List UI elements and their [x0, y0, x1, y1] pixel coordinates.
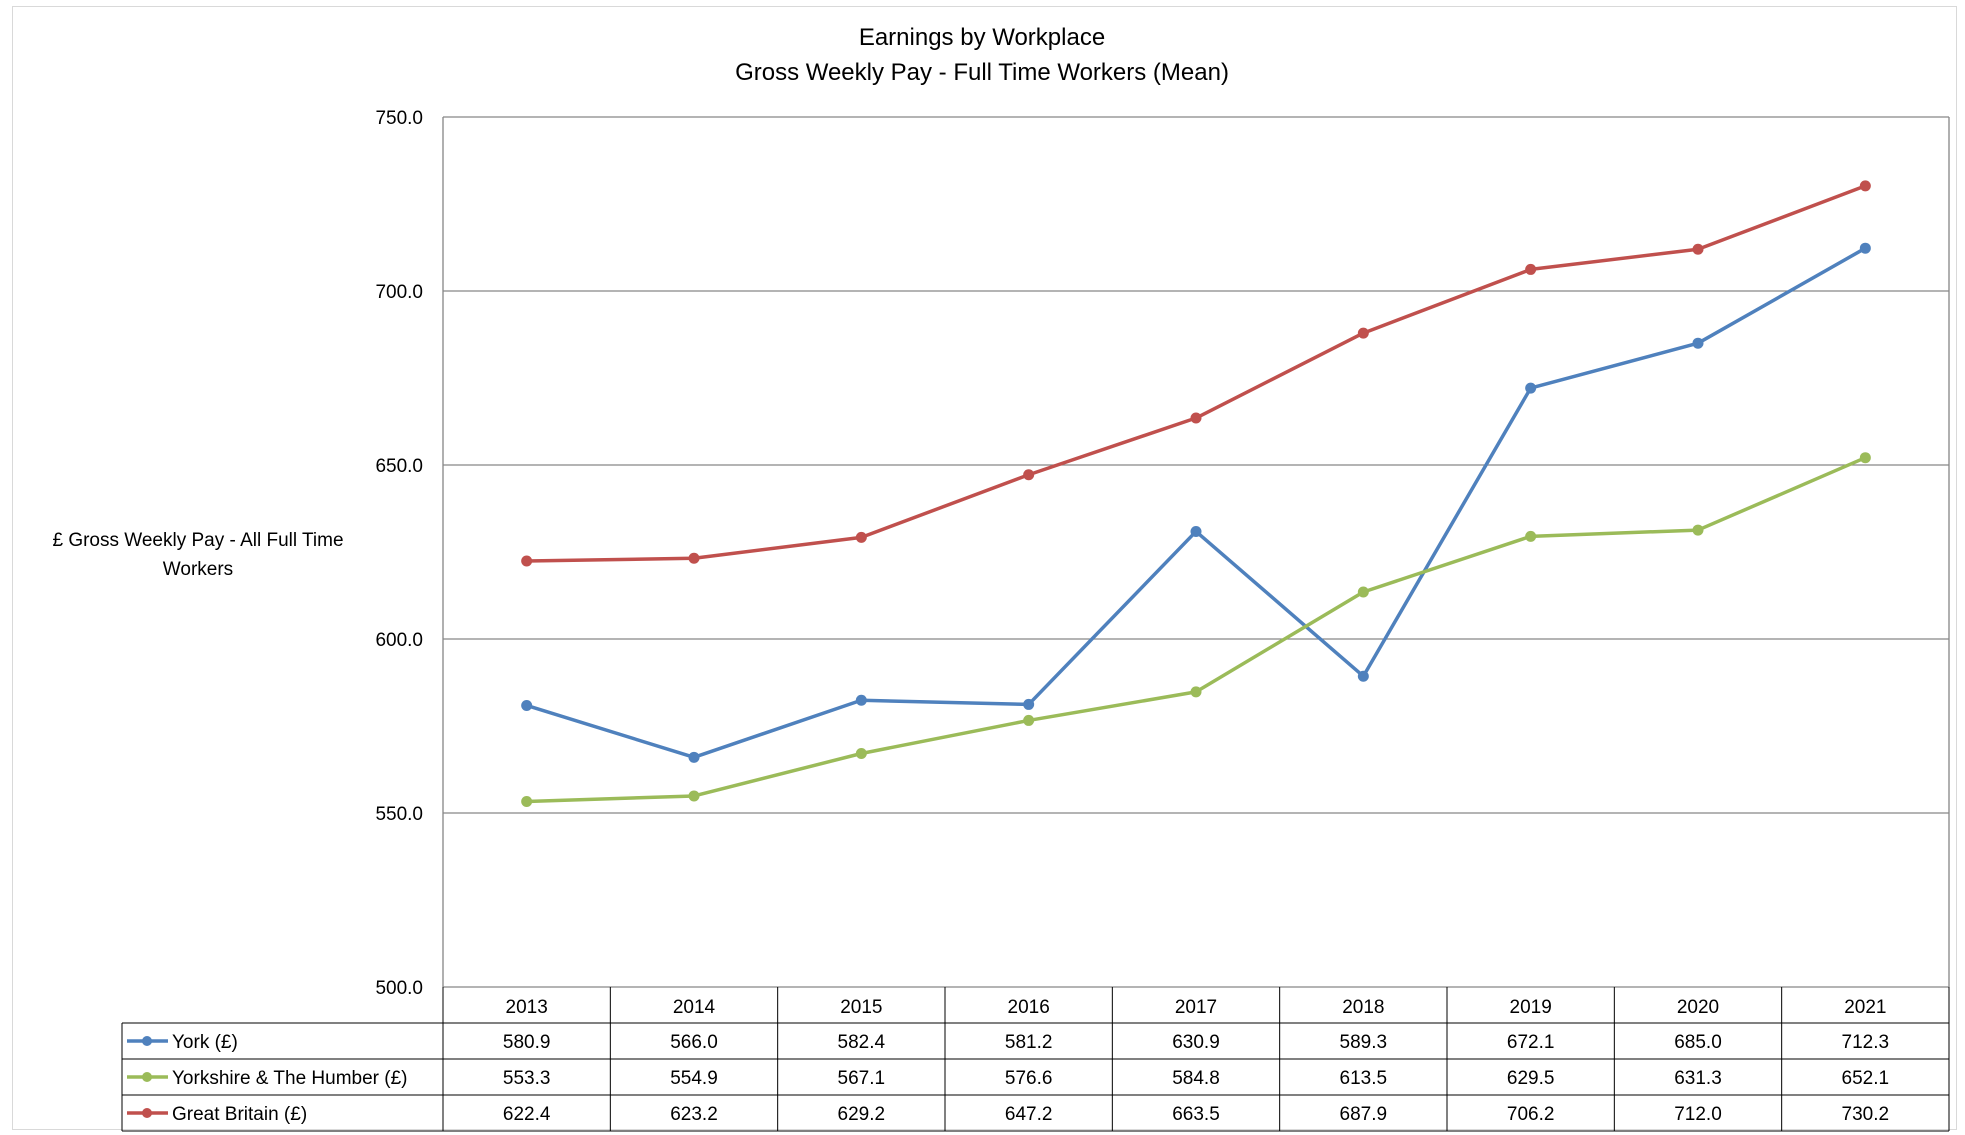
data-point	[521, 700, 532, 711]
data-point	[1693, 244, 1704, 255]
data-point	[689, 553, 700, 564]
x-category-label: 2021	[1844, 997, 1886, 1018]
table-value: 554.9	[670, 1068, 718, 1089]
x-category-label: 2014	[673, 997, 716, 1018]
x-category-label: 2016	[1008, 997, 1050, 1018]
table-value: 566.0	[670, 1032, 718, 1053]
table-value: 553.3	[503, 1068, 551, 1089]
gridlines	[443, 117, 1949, 987]
data-point	[856, 748, 867, 759]
data-point	[521, 556, 532, 567]
x-category-label: 2020	[1677, 997, 1719, 1018]
table-value: 622.4	[503, 1104, 551, 1125]
series-lines	[521, 180, 1871, 807]
x-category-label: 2018	[1342, 997, 1384, 1018]
table-value: 584.8	[1172, 1068, 1220, 1089]
table-value: 631.3	[1674, 1068, 1722, 1089]
table-value: 613.5	[1340, 1068, 1388, 1089]
y-tick-label: 500.0	[375, 978, 423, 999]
data-point	[1023, 699, 1034, 710]
y-axis-label-line-2: Workers	[163, 559, 233, 580]
table-value: 687.9	[1340, 1104, 1388, 1125]
data-point	[1860, 180, 1871, 191]
x-category-label: 2013	[506, 997, 548, 1018]
table-value: 652.1	[1842, 1068, 1890, 1089]
table-value: 629.5	[1507, 1068, 1555, 1089]
series-line	[527, 458, 1866, 802]
data-point	[689, 752, 700, 763]
table-value: 589.3	[1340, 1032, 1388, 1053]
y-tick-labels: 500.0 550.0 600.0 650.0 700.0 750.0	[375, 108, 423, 999]
data-point	[1525, 531, 1536, 542]
data-point	[1358, 328, 1369, 339]
table-value: 580.9	[503, 1032, 551, 1053]
table-value: 567.1	[838, 1068, 886, 1089]
legend-key-marker	[142, 1108, 152, 1118]
data-point	[856, 695, 867, 706]
table-value: 581.2	[1005, 1032, 1053, 1053]
data-point	[1358, 671, 1369, 682]
data-point	[1860, 243, 1871, 254]
table-value: 582.4	[838, 1032, 886, 1053]
data-point	[521, 796, 532, 807]
y-axis-label-line-1: £ Gross Weekly Pay - All Full Time	[52, 530, 343, 551]
series-name: Great Britain (£)	[172, 1104, 307, 1125]
data-point	[689, 790, 700, 801]
data-point	[1358, 587, 1369, 598]
data-point	[1693, 525, 1704, 536]
data-point	[1525, 264, 1536, 275]
table-value: 730.2	[1842, 1104, 1890, 1125]
x-category-label: 2015	[840, 997, 882, 1018]
table-value: 672.1	[1507, 1032, 1555, 1053]
data-point	[856, 532, 867, 543]
table-value: 706.2	[1507, 1104, 1555, 1125]
data-table: 2013 2014 2015 2016 2017 2018 2019 2020 2021 York…	[122, 987, 1949, 1131]
legend-key-marker	[142, 1072, 152, 1082]
table-value: 629.2	[838, 1104, 886, 1125]
table-value: 712.0	[1674, 1104, 1722, 1125]
table-value: 630.9	[1172, 1032, 1220, 1053]
data-point	[1191, 526, 1202, 537]
series-line	[527, 186, 1866, 561]
series-name: York (£)	[172, 1032, 238, 1053]
x-category-label: 2017	[1175, 997, 1217, 1018]
y-tick-label: 650.0	[375, 456, 423, 477]
chart-title: Earnings by Workplace	[859, 24, 1105, 51]
x-category-label: 2019	[1510, 997, 1552, 1018]
table-value: 623.2	[670, 1104, 718, 1125]
legend-key-marker	[142, 1036, 152, 1046]
data-point	[1191, 413, 1202, 424]
table-value: 712.3	[1842, 1032, 1890, 1053]
y-tick-label: 600.0	[375, 630, 423, 651]
chart-subtitle: Gross Weekly Pay - Full Time Workers (Me…	[735, 59, 1229, 86]
series-line	[527, 248, 1866, 757]
series-name: Yorkshire & The Humber (£)	[172, 1068, 408, 1089]
y-tick-label: 550.0	[375, 804, 423, 825]
table-value: 685.0	[1674, 1032, 1722, 1053]
table-value: 663.5	[1172, 1104, 1220, 1125]
table-value: 576.6	[1005, 1068, 1053, 1089]
data-point	[1023, 715, 1034, 726]
data-point	[1525, 383, 1536, 394]
data-point	[1860, 452, 1871, 463]
y-tick-label: 700.0	[375, 282, 423, 303]
y-tick-label: 750.0	[375, 108, 423, 129]
data-point	[1693, 338, 1704, 349]
data-point	[1023, 469, 1034, 480]
data-point	[1191, 686, 1202, 697]
table-value: 647.2	[1005, 1104, 1053, 1125]
